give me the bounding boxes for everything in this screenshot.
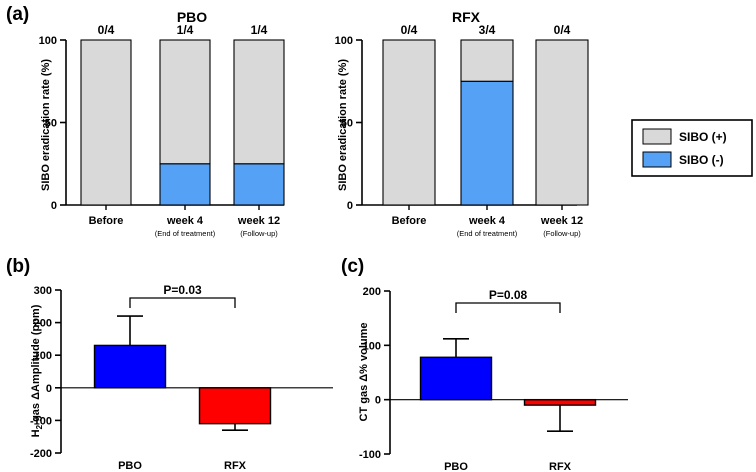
bar-rfx (523, 398, 597, 406)
plot-area-a-pbo: 0 50 100 0/4 Before 1/4 week 4 (End of treatmen… (39, 23, 285, 238)
y-axis-label-a-pbo: SIBO eradication rate (%) (40, 59, 52, 191)
x-tick-label: Before (89, 215, 124, 227)
y-tick-label: 0 (51, 200, 57, 212)
y-tick-label: 50 (45, 118, 57, 130)
plot-area-a-rfx: 0 50 100 0/4 Before 3/4 week 4 (End of treatmen… (335, 23, 589, 238)
y-tick-label: -200 (30, 448, 52, 460)
panel-label-a: (a) (6, 4, 29, 25)
legend-swatch-sibo-negative (642, 151, 672, 168)
bar-count-label: 3/4 (479, 23, 496, 37)
plot-area-b: -200 -100 0 100 200 300 PBO RFX P=0.03 (30, 283, 333, 472)
x-tick-label: PBO (444, 461, 468, 472)
y-tick-label: -100 (359, 449, 381, 461)
x-tick-label: Before (392, 215, 427, 227)
p-value-annotation: P=0.08 (489, 288, 528, 302)
y-axis-label-b: H2 gas ΔAmplitude (ppm) (30, 304, 44, 437)
plot-area-c: -100 0 100 200 PBO RFX P=0.08 (359, 286, 628, 472)
bar-count-label: 1/4 (177, 23, 194, 37)
y-axis-label-b-subscript: 2 (35, 424, 44, 429)
y-tick-label: 200 (34, 318, 52, 330)
x-tick-label: RFX (549, 461, 572, 472)
legend: SIBO (+) SIBO (-) (631, 119, 753, 177)
bar-rfx (198, 387, 272, 425)
y-tick-label: 100 (39, 35, 57, 47)
x-tick-note: (Follow-up) (543, 229, 581, 238)
p-value-annotation: P=0.03 (163, 283, 202, 297)
y-axis-label-a-rfx: SIBO eradication rate (%) (337, 59, 349, 191)
bar-pbo (93, 344, 167, 389)
bar-segment-sibo-positive (535, 39, 589, 206)
bar-pbo (419, 356, 493, 401)
chart-title-rfx: RFX (452, 9, 481, 25)
panel-label-c: (c) (341, 256, 364, 277)
y-tick-label: 200 (363, 286, 381, 298)
panel-label-b: (b) (6, 256, 30, 277)
bar-segment-sibo-positive (80, 39, 132, 206)
y-tick-label: 0 (46, 383, 52, 395)
x-tick-label: week 12 (237, 215, 280, 227)
significance-bracket (455, 302, 561, 313)
bar-segment-sibo-positive (159, 39, 211, 165)
x-tick-label: PBO (118, 460, 142, 472)
y-axis-label-b-h: H (30, 429, 42, 437)
legend-box (631, 119, 753, 177)
y-axis-label-b-rest: gas ΔAmplitude (ppm) (30, 304, 42, 425)
bar-count-label: 0/4 (554, 23, 571, 37)
x-tick-note: (Follow-up) (240, 229, 278, 238)
y-tick-label: 0 (347, 200, 353, 212)
y-tick-label: -100 (30, 415, 52, 427)
x-tick-label: RFX (224, 460, 247, 472)
x-tick-label: week 4 (468, 215, 506, 227)
x-tick-note: (End of treatment) (457, 229, 518, 238)
legend-label-sibo-positive: SIBO (+) (679, 130, 727, 144)
legend-swatch-sibo-positive (642, 128, 672, 145)
x-tick-label: week 4 (166, 215, 204, 227)
y-axis-label-c: CT gas Δ% volume (358, 323, 370, 422)
bar-segment-sibo-positive (233, 39, 285, 165)
y-tick-label: 300 (34, 285, 52, 297)
y-tick-label: 100 (34, 350, 52, 362)
significance-bracket (129, 297, 236, 308)
bar-segment-sibo-positive (382, 39, 436, 206)
bar-segment-sibo-positive (460, 39, 514, 82)
bar-segment-sibo-negative (159, 163, 211, 206)
bar-count-label: 0/4 (401, 23, 418, 37)
y-tick-label: 0 (375, 395, 381, 407)
bar-count-label: 1/4 (251, 23, 268, 37)
x-tick-label: week 12 (540, 215, 583, 227)
y-tick-label: 100 (335, 35, 353, 47)
bar-segment-sibo-negative (233, 163, 285, 206)
bar-count-label: 0/4 (98, 23, 115, 37)
y-tick-label: 100 (363, 340, 381, 352)
y-tick-label: 50 (341, 118, 353, 130)
chart-title-pbo: PBO (177, 9, 207, 25)
x-tick-note: (End of treatment) (155, 229, 216, 238)
legend-label-sibo-negative: SIBO (-) (679, 153, 724, 167)
bar-segment-sibo-negative (460, 80, 514, 206)
